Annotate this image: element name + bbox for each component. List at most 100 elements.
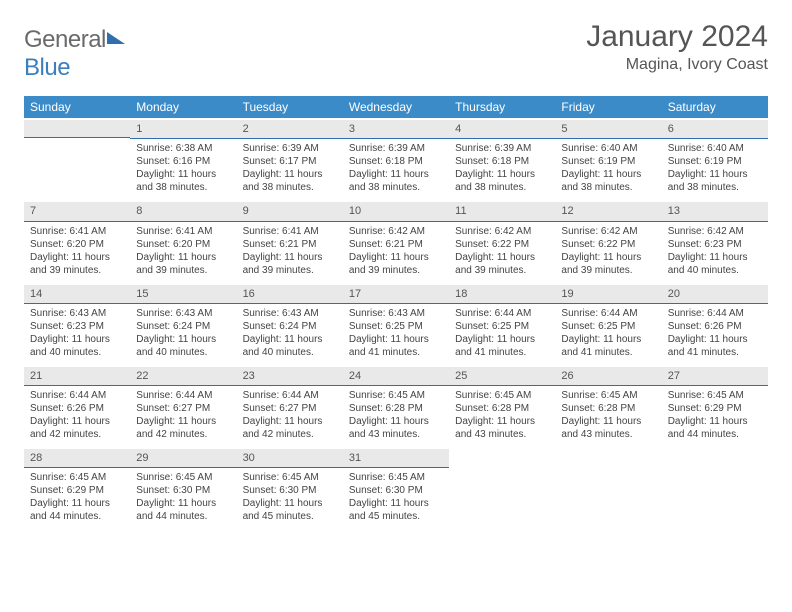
day-number: 18: [449, 285, 555, 304]
sunset-line: Sunset: 6:23 PM: [668, 238, 762, 251]
day-cell: 6Sunrise: 6:40 AMSunset: 6:19 PMDaylight…: [662, 118, 768, 200]
daylight-line: Daylight: 11 hours and 42 minutes.: [30, 415, 124, 441]
day-number: 8: [130, 202, 236, 221]
empty-day-band: [24, 120, 130, 138]
day-number: 24: [343, 367, 449, 386]
day-cell: 3Sunrise: 6:39 AMSunset: 6:18 PMDaylight…: [343, 118, 449, 200]
day-number: 27: [662, 367, 768, 386]
day-cell: 4Sunrise: 6:39 AMSunset: 6:18 PMDaylight…: [449, 118, 555, 200]
day-cell: 29Sunrise: 6:45 AMSunset: 6:30 PMDayligh…: [130, 447, 236, 529]
day-number: 26: [555, 367, 661, 386]
day-number: 28: [24, 449, 130, 468]
daylight-line: Daylight: 11 hours and 38 minutes.: [136, 168, 230, 194]
day-cell: 12Sunrise: 6:42 AMSunset: 6:22 PMDayligh…: [555, 200, 661, 282]
sunset-line: Sunset: 6:22 PM: [455, 238, 549, 251]
daylight-line: Daylight: 11 hours and 38 minutes.: [455, 168, 549, 194]
sunset-line: Sunset: 6:24 PM: [243, 320, 337, 333]
day-number: 22: [130, 367, 236, 386]
day-number: 29: [130, 449, 236, 468]
day-cell: 11Sunrise: 6:42 AMSunset: 6:22 PMDayligh…: [449, 200, 555, 282]
day-number: 1: [130, 120, 236, 139]
sunrise-line: Sunrise: 6:43 AM: [30, 307, 124, 320]
daylight-line: Daylight: 11 hours and 39 minutes.: [349, 251, 443, 277]
day-number: 7: [24, 202, 130, 221]
logo-triangle-icon: [107, 32, 125, 44]
sunset-line: Sunset: 6:26 PM: [668, 320, 762, 333]
daylight-line: Daylight: 11 hours and 38 minutes.: [349, 168, 443, 194]
day-number: 12: [555, 202, 661, 221]
sunset-line: Sunset: 6:30 PM: [136, 484, 230, 497]
sunset-line: Sunset: 6:25 PM: [455, 320, 549, 333]
header: General Blue January 2024 Magina, Ivory …: [24, 20, 768, 82]
day-number: 25: [449, 367, 555, 386]
week-row: 14Sunrise: 6:43 AMSunset: 6:23 PMDayligh…: [24, 283, 768, 365]
daylight-line: Daylight: 11 hours and 41 minutes.: [561, 333, 655, 359]
sunrise-line: Sunrise: 6:41 AM: [243, 225, 337, 238]
day-cell: 10 Sunrise: 6:42 AMSunset: 6:21 PMDayligh…: [343, 200, 449, 282]
daylight-line: Daylight: 11 hours and 40 minutes.: [30, 333, 124, 359]
sunrise-line: Sunrise: 6:44 AM: [561, 307, 655, 320]
day-cell: 20Sunrise: 6:44 AMSunset: 6:26 PMDayligh…: [662, 283, 768, 365]
sunset-line: Sunset: 6:19 PM: [668, 155, 762, 168]
weekday-header-row: SundayMondayTuesdayWednesdayThursdayFrid…: [24, 96, 768, 118]
sunset-line: Sunset: 6:21 PM: [243, 238, 337, 251]
weekday-header: Tuesday: [237, 96, 343, 118]
sunrise-line: Sunrise: 6:41 AM: [136, 225, 230, 238]
daylight-line: Daylight: 11 hours and 39 minutes.: [455, 251, 549, 277]
day-cell: 2Sunrise: 6:39 AMSunset: 6:17 PMDaylight…: [237, 118, 343, 200]
weekday-header: Sunday: [24, 96, 130, 118]
day-cell: 27Sunrise: 6:45 AMSunset: 6:29 PMDayligh…: [662, 365, 768, 447]
sunset-line: Sunset: 6:21 PM: [349, 238, 443, 251]
sunset-line: Sunset: 6:27 PM: [243, 402, 337, 415]
day-number: 10: [343, 202, 449, 221]
sunset-line: Sunset: 6:28 PM: [561, 402, 655, 415]
month-title: January 2024: [586, 20, 768, 54]
day-cell: 17Sunrise: 6:43 AMSunset: 6:25 PMDayligh…: [343, 283, 449, 365]
sunset-line: Sunset: 6:28 PM: [455, 402, 549, 415]
sunrise-line: Sunrise: 6:45 AM: [349, 471, 443, 484]
sunrise-line: Sunrise: 6:42 AM: [349, 225, 443, 238]
day-number: 16: [237, 285, 343, 304]
sunrise-line: Sunrise: 6:44 AM: [455, 307, 549, 320]
sunset-line: Sunset: 6:22 PM: [561, 238, 655, 251]
day-cell: 21Sunrise: 6:44 AMSunset: 6:26 PMDayligh…: [24, 365, 130, 447]
sunrise-line: Sunrise: 6:45 AM: [30, 471, 124, 484]
daylight-line: Daylight: 11 hours and 39 minutes.: [561, 251, 655, 277]
day-cell: 24Sunrise: 6:45 AMSunset: 6:28 PMDayligh…: [343, 365, 449, 447]
daylight-line: Daylight: 11 hours and 43 minutes.: [349, 415, 443, 441]
daylight-line: Daylight: 11 hours and 39 minutes.: [136, 251, 230, 277]
daylight-line: Daylight: 11 hours and 44 minutes.: [668, 415, 762, 441]
daylight-line: Daylight: 11 hours and 45 minutes.: [349, 497, 443, 523]
daylight-line: Daylight: 11 hours and 44 minutes.: [136, 497, 230, 523]
sunrise-line: Sunrise: 6:44 AM: [243, 389, 337, 402]
sunrise-line: Sunrise: 6:42 AM: [668, 225, 762, 238]
daylight-line: Daylight: 11 hours and 40 minutes.: [136, 333, 230, 359]
daylight-line: Daylight: 11 hours and 42 minutes.: [243, 415, 337, 441]
week-row: 1Sunrise: 6:38 AMSunset: 6:16 PMDaylight…: [24, 118, 768, 200]
sunrise-line: Sunrise: 6:45 AM: [561, 389, 655, 402]
sunset-line: Sunset: 6:20 PM: [136, 238, 230, 251]
day-number: 19: [555, 285, 661, 304]
daylight-line: Daylight: 11 hours and 39 minutes.: [243, 251, 337, 277]
sunset-line: Sunset: 6:26 PM: [30, 402, 124, 415]
daylight-line: Daylight: 11 hours and 42 minutes.: [136, 415, 230, 441]
sunset-line: Sunset: 6:28 PM: [349, 402, 443, 415]
sunrise-line: Sunrise: 6:43 AM: [136, 307, 230, 320]
day-cell: [24, 118, 130, 200]
sunrise-line: Sunrise: 6:41 AM: [30, 225, 124, 238]
day-cell: 16Sunrise: 6:43 AMSunset: 6:24 PMDayligh…: [237, 283, 343, 365]
daylight-line: Daylight: 11 hours and 38 minutes.: [561, 168, 655, 194]
day-cell: 18Sunrise: 6:44 AMSunset: 6:25 PMDayligh…: [449, 283, 555, 365]
daylight-line: Daylight: 11 hours and 39 minutes.: [30, 251, 124, 277]
sunrise-line: Sunrise: 6:40 AM: [668, 142, 762, 155]
location-subtitle: Magina, Ivory Coast: [586, 56, 768, 74]
logo: General Blue: [24, 20, 125, 82]
week-row: 21Sunrise: 6:44 AMSunset: 6:26 PMDayligh…: [24, 365, 768, 447]
day-cell: 19Sunrise: 6:44 AMSunset: 6:25 PMDayligh…: [555, 283, 661, 365]
day-number: 14: [24, 285, 130, 304]
day-number: 11: [449, 202, 555, 221]
week-row: 28Sunrise: 6:45 AMSunset: 6:29 PMDayligh…: [24, 447, 768, 529]
day-number: 5: [555, 120, 661, 139]
daylight-line: Daylight: 11 hours and 40 minutes.: [243, 333, 337, 359]
day-number: 2: [237, 120, 343, 139]
